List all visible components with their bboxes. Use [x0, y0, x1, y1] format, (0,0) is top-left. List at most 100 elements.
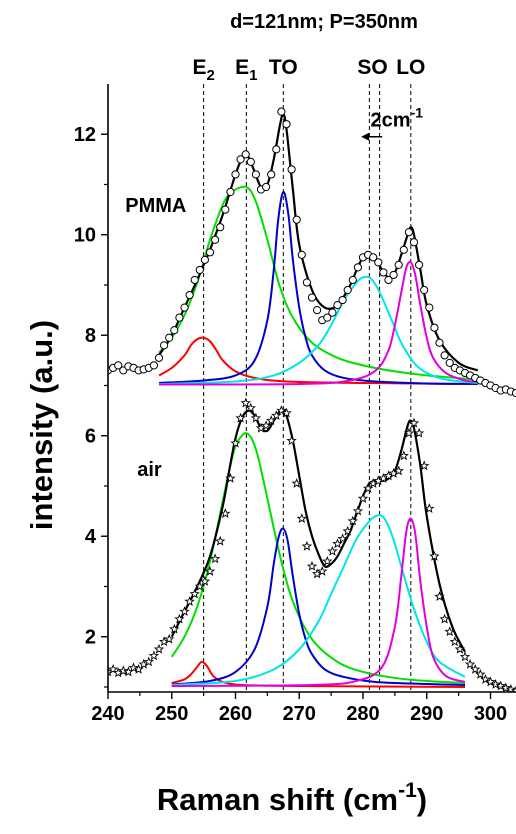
data-point	[185, 290, 194, 300]
data-point	[272, 145, 281, 154]
data-point	[307, 293, 317, 302]
data-point	[231, 170, 240, 179]
plot-frame	[107, 84, 516, 693]
data-point	[235, 412, 246, 423]
data-point	[118, 665, 129, 676]
air-lo-component-line	[171, 517, 466, 687]
data-point	[221, 205, 230, 214]
x-tick-label: 290	[410, 703, 443, 725]
data-point	[403, 427, 415, 438]
data-point	[379, 268, 388, 277]
data-point	[226, 187, 235, 197]
data-point	[179, 606, 190, 617]
data-point	[246, 157, 255, 166]
y-tick-label: 12	[74, 124, 96, 146]
data-point	[369, 253, 378, 262]
x-tick-label: 250	[155, 703, 188, 725]
annotation-label: PMMA	[125, 195, 186, 217]
data-point	[262, 182, 271, 192]
reference-lines	[203, 84, 412, 692]
data-point	[205, 248, 215, 257]
data-point	[439, 613, 450, 624]
air-so-component-line	[171, 514, 466, 686]
data-point	[393, 465, 404, 476]
data-point	[353, 263, 362, 272]
chart-title-group: d=121nm; P=350nm	[230, 11, 418, 33]
data-point	[149, 361, 158, 370]
data-point	[251, 170, 260, 179]
peak-label-base: SO	[357, 56, 387, 79]
data-point	[154, 353, 164, 362]
data-point	[174, 613, 185, 624]
data-point	[464, 658, 476, 669]
plot-area	[108, 107, 516, 692]
data-point	[374, 258, 383, 267]
data-point	[337, 533, 348, 544]
x-tick-label: 280	[346, 703, 379, 725]
data-point	[292, 215, 301, 224]
x-tick-label: 300	[474, 703, 507, 725]
data-point	[404, 228, 413, 237]
data-point	[470, 663, 481, 674]
air-to-component-line	[171, 527, 466, 686]
data-point	[153, 643, 165, 654]
data-point	[220, 508, 231, 519]
data-point	[108, 663, 119, 674]
data-point	[409, 238, 419, 247]
data-point	[211, 235, 220, 244]
data-point	[415, 260, 424, 269]
peak-labels: E2 E1 TO SO LO	[192, 56, 425, 84]
data-point	[267, 170, 276, 179]
y-tick-label: 8	[85, 325, 96, 347]
data-point	[200, 255, 209, 264]
data-point	[114, 361, 123, 370]
data-point	[230, 437, 241, 448]
data-point	[343, 285, 352, 295]
data-point	[459, 651, 471, 662]
data-point	[449, 636, 460, 647]
data-point	[281, 407, 292, 418]
data-point	[445, 358, 454, 367]
data-point	[302, 278, 311, 287]
x-axis-title-sup: -1	[398, 779, 417, 802]
y-axis-title: intensity (a.u.)	[24, 320, 59, 530]
data-point	[342, 525, 353, 536]
data-point	[250, 412, 262, 423]
data-point	[333, 300, 342, 310]
peak-label-sub: 2	[206, 67, 214, 84]
data-point	[408, 417, 420, 428]
data-point	[184, 596, 195, 606]
x-tick-label: 270	[283, 703, 316, 725]
y-tick-label: 6	[85, 426, 96, 448]
y-tick-label: 10	[74, 225, 96, 247]
data-point	[276, 405, 287, 416]
data-point	[236, 155, 245, 164]
x-axis-title-tail: )	[417, 782, 427, 817]
data-point	[317, 565, 328, 576]
data-point	[240, 397, 251, 408]
data-point	[225, 473, 236, 483]
data-point	[180, 303, 189, 312]
data-point	[429, 550, 440, 561]
pmma-measured-points	[108, 107, 516, 398]
peak-label: E1	[235, 56, 257, 84]
data-point	[420, 285, 429, 295]
data-point	[490, 679, 501, 689]
data-point	[291, 478, 302, 488]
data-point	[245, 402, 256, 413]
chart-title: d=121nm; P=350nm	[230, 11, 418, 33]
data-point	[444, 626, 455, 637]
x-axis-title-main: Raman shift (cm	[157, 782, 398, 817]
data-point	[394, 260, 403, 269]
data-point	[306, 560, 318, 571]
data-point	[190, 275, 199, 285]
data-point	[215, 535, 226, 546]
data-point	[204, 565, 216, 576]
peak-label-sub: 1	[249, 67, 257, 84]
data-point	[175, 313, 184, 322]
data-point	[189, 588, 200, 599]
annotation-text: PMMA	[125, 195, 186, 217]
data-point	[164, 633, 175, 644]
data-point	[384, 275, 393, 285]
